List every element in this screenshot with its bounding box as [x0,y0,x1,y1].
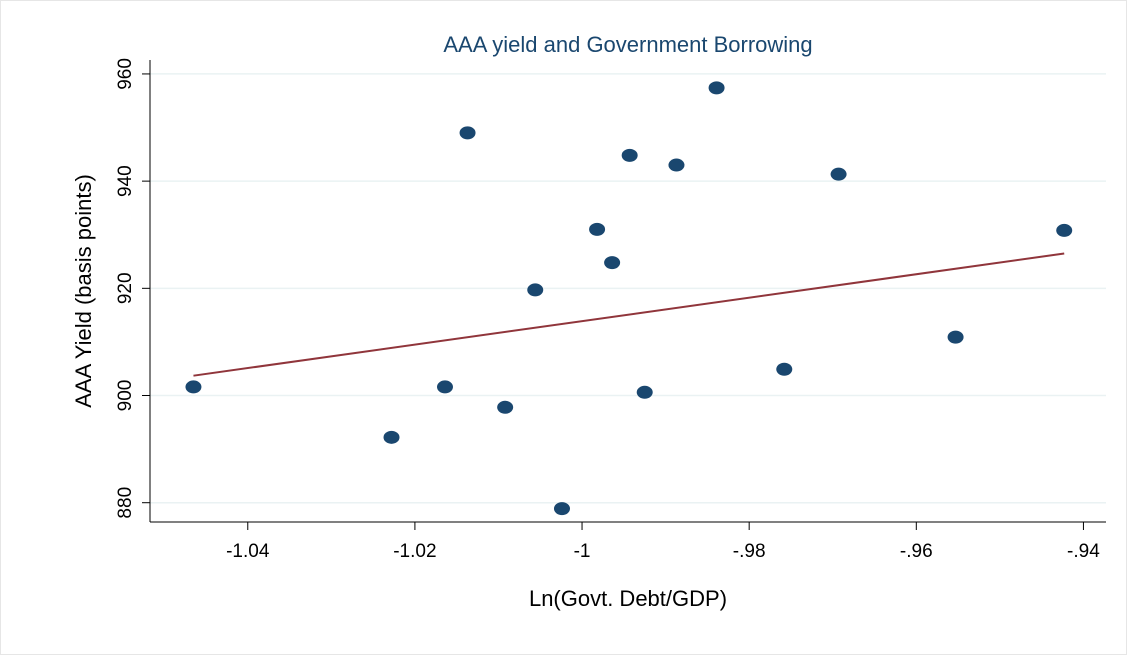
x-tick-label: -1.02 [393,541,436,562]
point [830,167,847,181]
point [436,380,453,394]
point [636,385,653,399]
point [621,148,638,162]
x-tick-label: -.96 [900,541,933,562]
y-axis-label: AAA Yield (basis points) [71,174,96,408]
point [668,158,685,172]
point [604,256,621,270]
y-tick-label: 940 [115,165,136,197]
point [497,400,514,414]
point [947,330,964,344]
x-tick-label: -.98 [733,541,766,562]
point [459,126,476,140]
point [708,81,725,95]
y-tick-label: 880 [115,487,136,519]
fit-line [193,252,1065,377]
chart-title: AAA yield and Government Borrowing [443,32,812,57]
y-tick-label: 920 [115,272,136,304]
point [589,222,606,236]
y-tick-label: 960 [115,58,136,90]
point [553,502,570,516]
point [776,362,793,376]
point [1056,223,1073,237]
x-tick-label: -1 [574,541,591,562]
x-tick-label: -.94 [1067,541,1100,562]
x-axis-label: Ln(Govt. Debt/GDP) [529,586,727,611]
x-tick-label: -1.04 [226,541,270,562]
point [527,283,544,297]
point [383,430,400,444]
point [185,380,202,394]
y-tick-label: 900 [115,380,136,412]
